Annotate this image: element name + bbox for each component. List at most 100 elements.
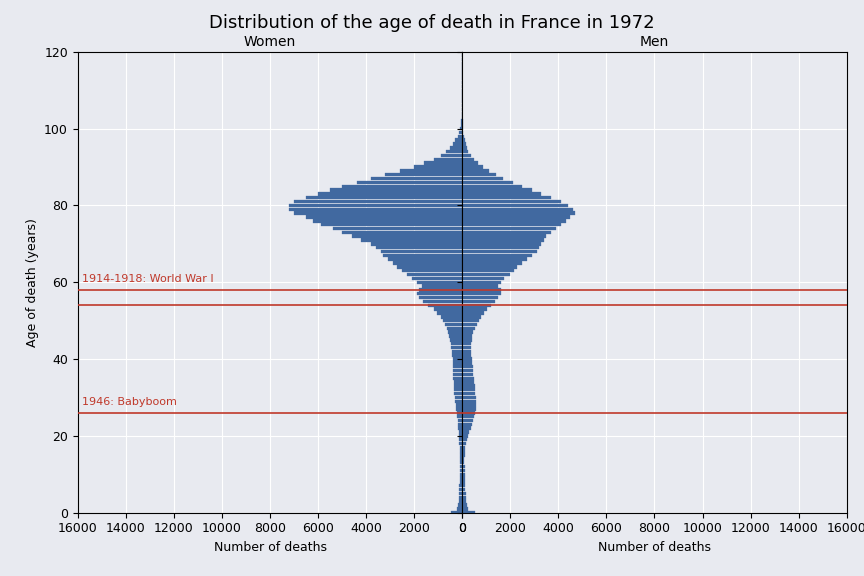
Bar — [462, 442, 466, 445]
Bar — [415, 165, 462, 169]
Bar — [422, 285, 462, 288]
Bar — [462, 507, 468, 510]
X-axis label: Number of deaths: Number of deaths — [213, 541, 327, 554]
Bar — [462, 234, 546, 238]
Bar — [381, 250, 462, 253]
Bar — [462, 327, 474, 330]
Bar — [462, 131, 463, 134]
Bar — [462, 146, 467, 150]
Bar — [342, 230, 462, 234]
Bar — [462, 211, 575, 215]
Bar — [462, 311, 484, 314]
Bar — [462, 219, 566, 222]
Bar — [462, 457, 465, 461]
Bar — [462, 449, 465, 453]
Bar — [376, 246, 462, 249]
Bar — [462, 296, 499, 300]
Bar — [451, 511, 462, 514]
Bar — [462, 338, 472, 342]
Bar — [416, 281, 462, 284]
Bar — [407, 273, 462, 276]
Bar — [453, 142, 462, 146]
Bar — [383, 253, 462, 257]
Bar — [361, 238, 462, 242]
Bar — [459, 492, 462, 495]
Bar — [458, 423, 462, 426]
Bar — [428, 304, 462, 307]
Bar — [454, 388, 462, 392]
Bar — [462, 246, 539, 249]
Bar — [462, 165, 483, 169]
Bar — [461, 457, 462, 461]
Bar — [357, 181, 462, 184]
Bar — [454, 365, 462, 369]
Bar — [462, 150, 468, 153]
Bar — [424, 161, 462, 165]
Bar — [462, 273, 511, 276]
Bar — [437, 311, 462, 314]
Bar — [462, 242, 542, 245]
Bar — [441, 315, 462, 319]
Bar — [445, 323, 462, 326]
Bar — [352, 234, 462, 238]
Bar — [462, 423, 472, 426]
Bar — [448, 331, 462, 334]
Bar — [454, 380, 462, 384]
Bar — [462, 503, 467, 507]
Bar — [456, 407, 462, 411]
Bar — [462, 158, 473, 161]
Bar — [460, 127, 462, 130]
Bar — [342, 184, 462, 188]
Bar — [462, 369, 473, 372]
Bar — [462, 492, 466, 495]
Bar — [385, 173, 462, 176]
Bar — [462, 434, 468, 438]
Bar — [459, 131, 462, 134]
Bar — [412, 276, 462, 280]
Bar — [462, 446, 466, 449]
Bar — [306, 196, 462, 199]
Bar — [452, 354, 462, 357]
Bar — [457, 411, 462, 415]
Bar — [462, 135, 464, 138]
Bar — [462, 154, 471, 157]
Bar — [455, 138, 462, 142]
Bar — [434, 158, 462, 161]
Bar — [460, 461, 462, 464]
Bar — [462, 438, 467, 441]
Bar — [462, 472, 465, 476]
Bar — [460, 449, 462, 453]
Bar — [462, 430, 469, 434]
Bar — [453, 357, 462, 361]
Text: 1946: Babyboom: 1946: Babyboom — [81, 397, 176, 407]
Bar — [403, 269, 462, 272]
Bar — [462, 380, 474, 384]
Bar — [462, 323, 477, 326]
Bar — [452, 350, 462, 353]
Bar — [460, 472, 462, 476]
Bar — [441, 154, 462, 157]
Bar — [462, 334, 473, 338]
Bar — [462, 342, 471, 346]
Bar — [462, 331, 473, 334]
Text: Distribution of the age of death in France in 1972: Distribution of the age of death in Fran… — [209, 14, 655, 32]
Bar — [453, 361, 462, 365]
Bar — [462, 288, 500, 291]
Bar — [462, 350, 471, 353]
Bar — [462, 396, 476, 399]
Y-axis label: Age of death (years): Age of death (years) — [26, 218, 39, 347]
Bar — [462, 488, 466, 491]
Bar — [462, 384, 475, 388]
Bar — [454, 392, 462, 395]
Bar — [462, 361, 473, 365]
Bar — [397, 265, 462, 268]
Bar — [462, 230, 551, 234]
Bar — [462, 257, 527, 261]
Bar — [462, 403, 476, 407]
Bar — [462, 453, 465, 457]
Bar — [294, 200, 462, 203]
Bar — [462, 181, 512, 184]
Bar — [462, 357, 472, 361]
Bar — [294, 211, 462, 215]
Bar — [462, 281, 500, 284]
